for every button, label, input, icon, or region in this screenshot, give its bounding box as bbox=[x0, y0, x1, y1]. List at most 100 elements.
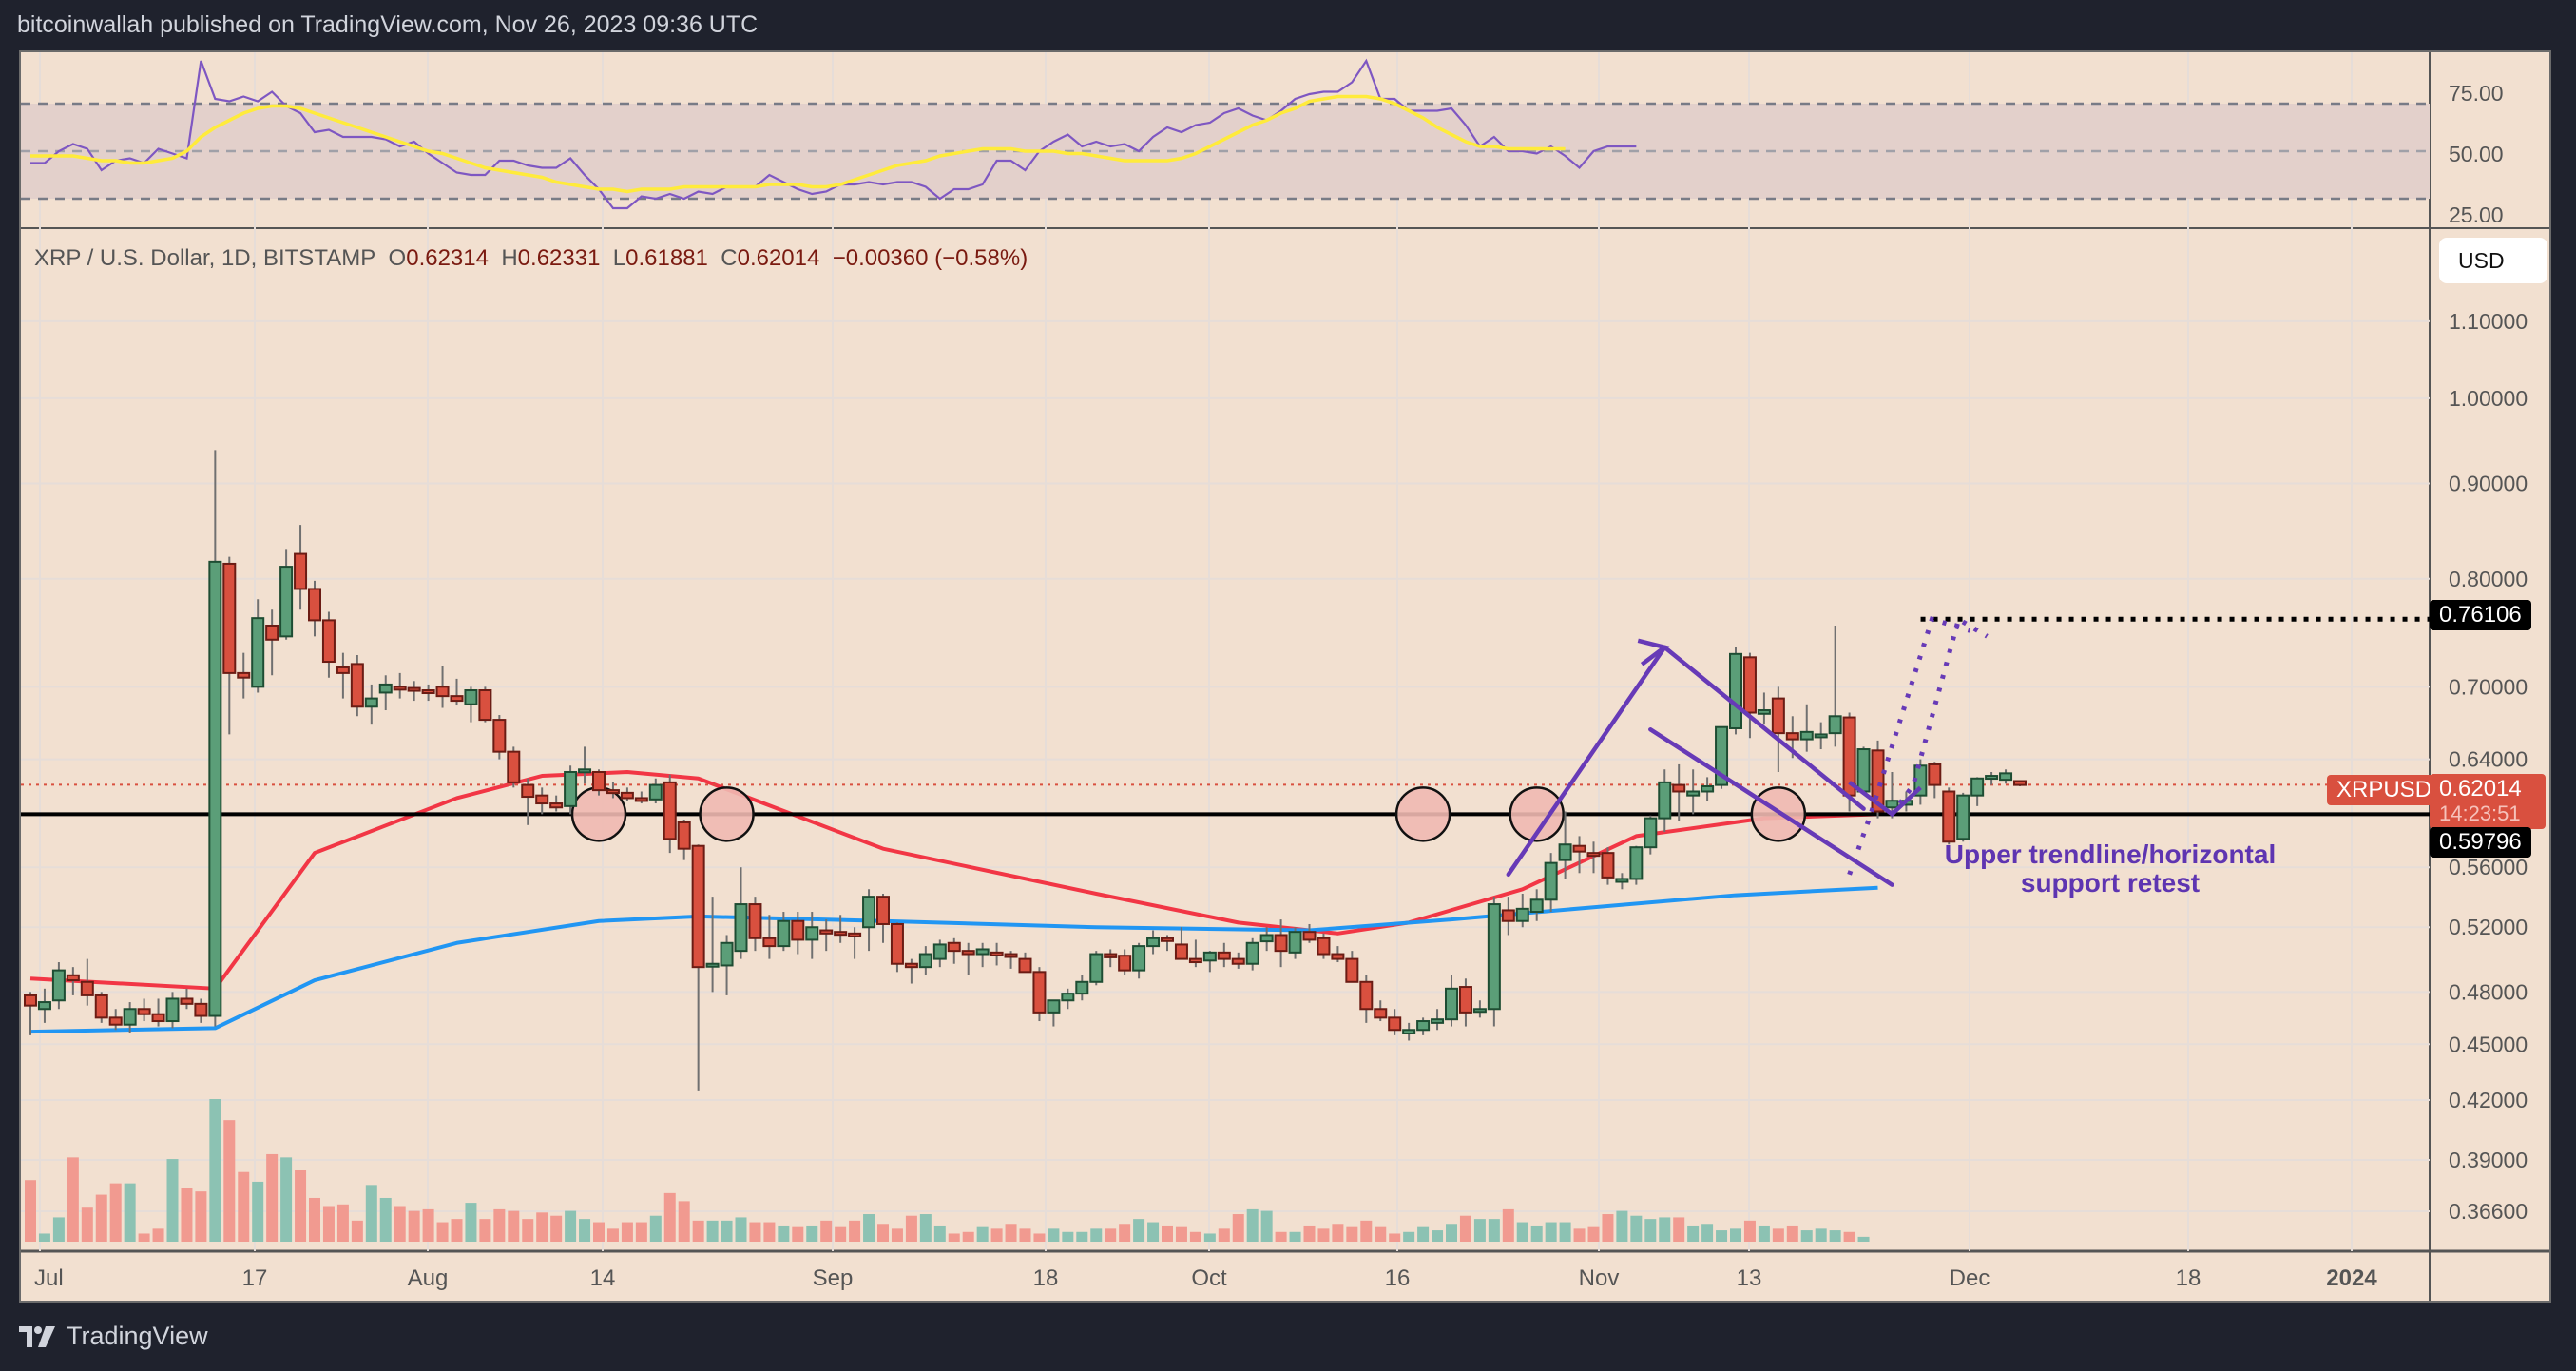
volume-bar bbox=[280, 1157, 293, 1242]
candle-down bbox=[151, 1013, 165, 1023]
candle-up bbox=[1885, 800, 1899, 809]
time-axis-label: Sep bbox=[813, 1265, 854, 1291]
time-axis-label: Oct bbox=[1191, 1265, 1227, 1291]
candle-down bbox=[1458, 986, 1472, 1014]
candle-down bbox=[308, 588, 321, 622]
volume-bar bbox=[365, 1185, 377, 1242]
volume-bar bbox=[721, 1220, 733, 1242]
price-axis-label: 0.90000 bbox=[2449, 472, 2528, 496]
volume-bar bbox=[1587, 1226, 1600, 1242]
candle-down bbox=[549, 802, 564, 809]
volume-bar bbox=[565, 1210, 577, 1242]
candle-up bbox=[1416, 1020, 1431, 1032]
volume-bar bbox=[322, 1206, 335, 1242]
rsi-axis-label: 25.00 bbox=[2449, 203, 2504, 227]
chart-frame[interactable] bbox=[19, 50, 2551, 1303]
tradingview-footer[interactable]: TradingView bbox=[19, 1322, 208, 1351]
volume-bar bbox=[550, 1215, 563, 1242]
candle-up bbox=[1799, 730, 1814, 741]
volume-bar bbox=[81, 1207, 93, 1242]
candle-down bbox=[80, 980, 94, 996]
impulse-arrow-line bbox=[1506, 645, 1667, 878]
support-circle bbox=[699, 786, 755, 842]
volume-bar bbox=[806, 1225, 818, 1242]
volume-bar bbox=[976, 1226, 989, 1242]
volume-bar bbox=[1090, 1228, 1103, 1242]
volume-bar bbox=[1530, 1225, 1543, 1242]
candle-up bbox=[1431, 1018, 1445, 1024]
tradingview-logo-icon bbox=[19, 1325, 55, 1347]
volume-bar bbox=[1446, 1224, 1457, 1242]
candle-up bbox=[720, 941, 734, 967]
candle-down bbox=[194, 1002, 208, 1017]
candle-up bbox=[1259, 934, 1274, 943]
candle-down bbox=[961, 950, 975, 956]
candle-up bbox=[1487, 903, 1501, 1011]
candle-down bbox=[1742, 656, 1757, 714]
support-circle bbox=[1394, 786, 1451, 842]
volume-bar bbox=[905, 1215, 917, 1242]
currency-button[interactable]: USD bbox=[2439, 238, 2547, 283]
volume-bar bbox=[422, 1208, 434, 1242]
candle-down bbox=[663, 781, 677, 840]
candle-up bbox=[364, 697, 378, 708]
candle-up bbox=[918, 953, 932, 969]
volume-bar bbox=[408, 1210, 420, 1242]
candle-up bbox=[378, 683, 393, 694]
symbol-name: XRP / U.S. Dollar, 1D, BITSTAMP bbox=[34, 245, 376, 271]
volume-bar bbox=[948, 1233, 960, 1242]
time-axis-label: 16 bbox=[1385, 1265, 1411, 1291]
price-axis-label: 0.48000 bbox=[2449, 979, 2528, 1004]
candle-up bbox=[1402, 1029, 1416, 1034]
volume-bar bbox=[95, 1194, 107, 1242]
candle-up bbox=[123, 1008, 137, 1026]
volume-bar bbox=[109, 1183, 122, 1242]
volume-bar bbox=[1403, 1231, 1415, 1242]
volume-bar bbox=[1375, 1226, 1387, 1242]
volume-bar bbox=[1417, 1226, 1430, 1242]
candle-up bbox=[1146, 937, 1161, 948]
candle-down bbox=[1231, 957, 1245, 965]
candle-up bbox=[1814, 733, 1828, 739]
volume-bar bbox=[877, 1224, 889, 1242]
volume-bar bbox=[763, 1222, 776, 1242]
candle-up bbox=[37, 1001, 51, 1011]
candle-up bbox=[1686, 790, 1701, 797]
volume-bar bbox=[1346, 1226, 1358, 1242]
candle-down bbox=[848, 932, 862, 937]
volume-bar bbox=[238, 1171, 250, 1242]
impulse-arrow-head bbox=[1637, 638, 1670, 666]
volume-bar bbox=[1218, 1228, 1230, 1242]
candle-down bbox=[1771, 697, 1785, 735]
candle-up bbox=[777, 919, 791, 948]
volume-bar bbox=[1488, 1219, 1500, 1242]
volume-bar bbox=[1857, 1236, 1870, 1242]
volume-bar bbox=[635, 1222, 647, 1242]
last-price: 0.62014 bbox=[2439, 776, 2522, 801]
volume-bar bbox=[1389, 1233, 1401, 1242]
wedge-upper-trendline bbox=[1663, 645, 1866, 811]
support-circle bbox=[1509, 786, 1565, 842]
volume-bar bbox=[1630, 1215, 1643, 1242]
volume-bar bbox=[1644, 1219, 1657, 1242]
volume-bar bbox=[1473, 1219, 1486, 1242]
candle-up bbox=[1701, 784, 1715, 793]
candle-down bbox=[222, 562, 237, 674]
candle-up bbox=[1985, 775, 1999, 781]
candle-up bbox=[705, 962, 720, 968]
volume-bar bbox=[1203, 1233, 1216, 1242]
candle-down bbox=[1374, 1008, 1388, 1019]
publisher-header: bitcoinwallah published on TradingView.c… bbox=[17, 11, 759, 38]
candle-down bbox=[634, 797, 648, 802]
candle-up bbox=[862, 896, 876, 929]
last-price-tag: 0.62014 14:23:51 bbox=[2430, 774, 2546, 829]
volume-bar bbox=[706, 1220, 719, 1242]
volume-bar bbox=[1105, 1228, 1117, 1242]
volume-bar bbox=[436, 1222, 449, 1242]
price-axis-label: 0.70000 bbox=[2449, 674, 2528, 699]
candle-down bbox=[1359, 980, 1374, 1011]
volume-bar bbox=[451, 1219, 463, 1242]
time-axis-label: 13 bbox=[1737, 1265, 1762, 1291]
close-value: 0.62014 bbox=[737, 245, 820, 271]
